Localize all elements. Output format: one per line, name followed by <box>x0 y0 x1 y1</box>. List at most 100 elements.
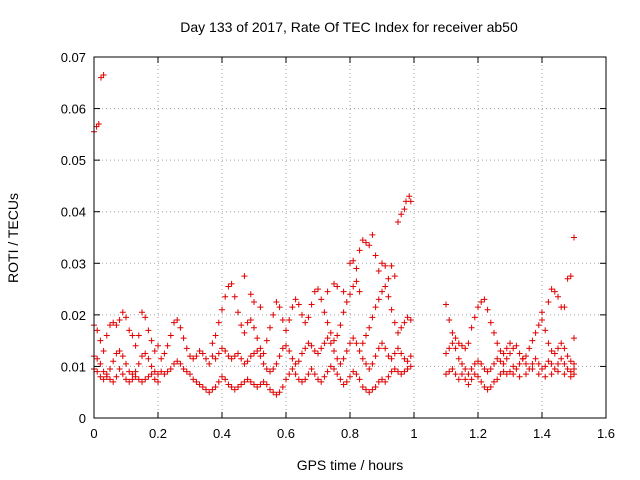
data-point <box>244 319 251 326</box>
data-point <box>406 193 413 200</box>
data-point <box>113 373 120 380</box>
data-point <box>407 353 414 360</box>
data-point <box>555 345 561 352</box>
data-point <box>167 332 174 339</box>
data-point <box>305 314 312 321</box>
y-tick-label: 0.04 <box>61 205 86 220</box>
data-point <box>251 324 257 331</box>
data-point <box>487 366 494 373</box>
data-point <box>183 345 190 352</box>
data-point <box>478 360 485 367</box>
data-point <box>375 345 382 352</box>
data-point <box>343 378 350 385</box>
data-point <box>446 368 453 375</box>
data-point <box>331 280 337 287</box>
data-point <box>327 363 334 370</box>
data-point <box>500 350 507 357</box>
data-point <box>119 353 126 360</box>
data-point <box>187 371 193 378</box>
data-point <box>334 283 341 290</box>
data-point <box>382 378 389 385</box>
data-point <box>311 371 318 378</box>
data-point <box>228 280 235 287</box>
data-point <box>219 373 225 380</box>
data-point <box>263 381 270 388</box>
data-point <box>215 350 222 357</box>
data-point <box>302 345 309 352</box>
data-point <box>289 304 296 311</box>
data-point <box>503 355 510 362</box>
data-point <box>148 371 155 378</box>
data-point <box>235 384 241 391</box>
data-point <box>449 366 456 373</box>
y-axis-ticks: 0 0.01 0.02 0.03 0.04 0.05 0.06 0.07 <box>61 50 606 426</box>
data-point <box>401 355 408 362</box>
data-point <box>372 384 379 391</box>
data-point <box>100 347 107 354</box>
data-point <box>209 386 216 393</box>
data-point <box>510 345 517 352</box>
data-point <box>388 368 395 375</box>
data-point <box>238 381 245 388</box>
x-tick-label: 0 <box>90 426 97 441</box>
data-point <box>311 288 318 295</box>
chart-title: Day 133 of 2017, Rate Of TEC Index for r… <box>180 19 518 35</box>
data-point <box>535 360 542 367</box>
data-point <box>523 371 529 378</box>
data-point <box>123 376 129 383</box>
data-point <box>299 350 305 357</box>
data-point <box>193 353 200 360</box>
data-point <box>257 304 264 311</box>
data-point <box>500 368 507 375</box>
data-point <box>475 358 481 365</box>
data-point <box>334 332 341 339</box>
y-axis-label: ROTI / TECUs <box>5 193 21 283</box>
data-point <box>529 360 536 367</box>
data-point <box>369 360 376 367</box>
data-point <box>196 347 203 354</box>
data-point <box>443 371 449 378</box>
data-point <box>452 371 459 378</box>
data-point <box>366 389 373 396</box>
data-point <box>305 371 312 378</box>
data-point <box>295 301 302 308</box>
data-point <box>484 306 491 313</box>
data-point <box>97 360 104 367</box>
data-point <box>199 350 206 357</box>
data-point <box>519 355 526 362</box>
data-point <box>452 335 459 342</box>
data-point <box>164 368 171 375</box>
data-point <box>145 327 152 334</box>
data-point <box>318 296 325 303</box>
data-point <box>481 296 488 303</box>
data-point <box>366 242 373 249</box>
data-point <box>567 373 574 380</box>
data-point <box>385 373 392 380</box>
data-point <box>219 345 225 352</box>
data-point <box>337 376 344 383</box>
data-point <box>452 345 459 352</box>
data-point <box>564 275 571 282</box>
data-point <box>353 340 360 347</box>
data-point <box>276 389 283 396</box>
data-point <box>260 350 267 357</box>
data-point <box>529 337 536 344</box>
x-tick-label: 0.8 <box>341 426 359 441</box>
data-point <box>331 347 337 354</box>
data-point <box>475 373 481 380</box>
data-point <box>343 347 350 354</box>
data-point <box>379 288 385 295</box>
data-point <box>103 332 110 339</box>
data-point <box>494 355 501 362</box>
data-point <box>295 358 302 365</box>
data-point <box>491 360 497 367</box>
data-point <box>337 360 344 367</box>
data-point <box>449 340 456 347</box>
data-point <box>471 360 478 367</box>
data-point <box>395 219 401 226</box>
data-point <box>465 340 472 347</box>
data-point <box>292 360 299 367</box>
data-point <box>135 376 142 383</box>
data-point <box>369 386 376 393</box>
data-point <box>356 247 363 254</box>
